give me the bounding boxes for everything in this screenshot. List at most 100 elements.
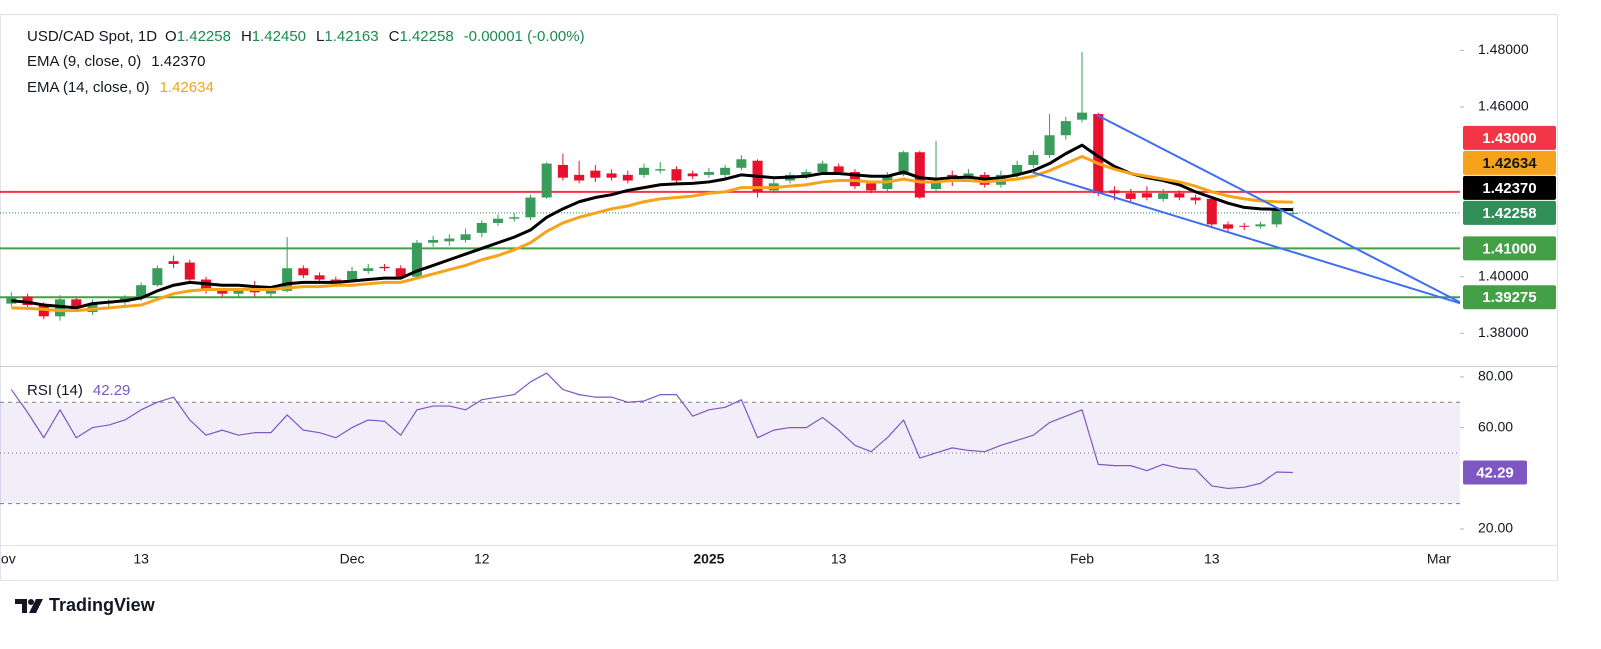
candle-body [1141,193,1152,198]
candle-body [460,234,471,240]
series-name: EMA (9, close, 0) [27,53,141,70]
candle-body [1222,224,1234,229]
price-badge-label: 1.39275 [1482,289,1536,306]
rsi-badge-label: 42.29 [1476,464,1514,481]
rsi-tick-label: 20.00 [1478,520,1513,536]
candle-body [671,169,682,181]
x-tick-label: Mar [1427,551,1451,567]
price-badge [1463,236,1556,261]
logo-part [15,599,27,613]
x-tick-label: Feb [1070,551,1094,567]
candle-body [963,173,974,178]
candle-body [184,262,195,280]
legend-line: EMA (14, close, 0) 1.42634 [27,79,214,96]
ohlc-key: C [389,28,400,45]
rsi-pane [0,372,1460,505]
candle-body [525,197,536,218]
trendline [1031,171,1460,305]
candle-body [363,268,374,272]
x-tick-label: 13 [831,551,847,567]
candle-body [1012,164,1023,175]
price-badge [1463,125,1556,150]
candle-body [1206,198,1217,225]
candle-body [428,239,439,243]
candle-body [914,152,925,198]
candle-body [574,174,585,181]
price-badge-label: 1.42634 [1482,155,1537,172]
ohlc-value: 1.42258 [177,28,231,45]
candle-body [703,172,714,175]
trendline [1096,113,1460,304]
candle-body [1287,212,1298,214]
x-tick-label: Nov [0,551,16,567]
brand: TradingView [49,595,156,615]
y-tick-label: 1.46000 [1478,98,1529,114]
candle-body [1271,210,1282,225]
rsi-name: RSI (14) [27,382,83,399]
axes: 1.48000 1.46000 1.40000 1.38000 80.00 60.00 20… [0,41,1556,567]
price-badge-label: 1.43000 [1482,130,1536,147]
candle-body [1109,190,1120,194]
logo-part [28,599,34,605]
candle-body [687,173,698,177]
series-value: 1.42370 [151,53,205,70]
price-badge [1463,175,1556,200]
candle-body [330,279,341,281]
price-badge [1463,150,1556,175]
candle-body [1190,197,1201,201]
candle-body [217,290,228,294]
candle-body [606,173,617,178]
candle-body [6,296,17,304]
candle-body [866,183,877,191]
series-name: EMA (14, close, 0) [27,79,150,96]
candle-body [152,268,163,286]
candle-body [265,290,276,294]
y-tick-label: 1.40000 [1478,267,1529,283]
candle-body [71,299,82,308]
candle-body [492,218,504,223]
ema-line [11,154,1293,313]
rsi-legend: RSI (14) 42.29 [27,382,130,399]
candle-body [346,271,358,280]
rsi-value: 42.29 [93,382,131,399]
candle-body [801,172,812,177]
ema-line [11,143,1293,310]
candle-body [233,290,244,294]
ohlc-key: L [316,28,324,45]
series-value: 1.42634 [160,79,214,96]
candle-body [379,266,390,269]
candle-body [298,268,309,276]
legend-line: EMA (9, close, 0) 1.42370 [27,53,205,70]
candle-body [1125,193,1136,199]
candle-body [1239,225,1250,227]
candle-body [541,163,552,198]
y-tick-label: 1.48000 [1478,41,1529,57]
candle-body [314,275,325,280]
candle-body [557,164,568,178]
price-badge-label: 1.41000 [1482,240,1536,257]
ohlc-value: 1.42450 [252,28,306,45]
candle-body [249,290,260,293]
candle-body [1060,121,1071,136]
candle-body [655,169,666,171]
candle-body [1028,155,1039,165]
candle-body [833,166,844,173]
candle-body [638,167,650,175]
x-tick-label: Dec [340,551,365,567]
candle-body [817,163,828,173]
candle-body [590,170,601,178]
candle-body [411,242,422,277]
price-badge-label: 1.42370 [1482,180,1536,197]
rsi-tick-label: 80.00 [1478,368,1513,384]
x-tick-label: 13 [133,551,149,567]
rsi-tick-label: 60.00 [1478,418,1513,434]
price-badge-label: 1.42258 [1482,205,1536,222]
candle-body [1093,114,1104,194]
candle-body [930,180,942,190]
x-tick-label: 2025 [693,551,724,567]
candle-body [509,217,520,219]
price-pane [0,51,1460,321]
ohlc-key: O [165,28,177,45]
